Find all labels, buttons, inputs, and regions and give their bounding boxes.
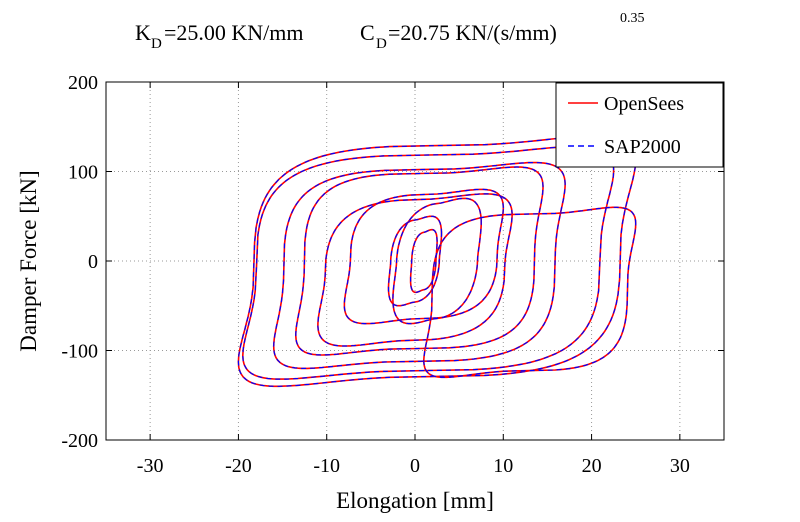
title-k-value: =25.00 KN/mm: [164, 20, 304, 45]
sap2000-loop: [387, 215, 443, 307]
curves: [237, 134, 637, 388]
sap2000-loop: [317, 193, 513, 347]
y-tick-label: -100: [61, 341, 98, 363]
x-axis-label: Elongation [mm]: [336, 488, 494, 513]
title-c-value: =20.75 KN/(s/mm): [388, 20, 557, 45]
title-c-exponent: 0.35: [620, 11, 645, 26]
sap2000-loop: [423, 206, 637, 378]
legend-label-opensees: OpenSees: [604, 93, 684, 115]
opensees-loop: [343, 188, 505, 325]
y-tick-label: 100: [68, 162, 98, 184]
x-tick-label: 10: [493, 455, 513, 477]
opensees-loop: [272, 161, 566, 370]
sap2000-loop: [295, 166, 544, 356]
legend: OpenSees SAP2000: [555, 82, 724, 168]
y-tick-label: 200: [68, 72, 98, 94]
sap2000-loop: [273, 162, 566, 369]
chart-title: K D =25.00 KN/mm C D =20.75 KN/(s/mm) 0.…: [135, 11, 645, 52]
title-k-subscript: D: [151, 36, 162, 52]
y-tick-label: 0: [88, 251, 98, 273]
sap2000-loop: [242, 145, 615, 380]
y-axis-label: Damper Force [kN]: [16, 170, 41, 351]
sap2000-loop: [237, 135, 637, 387]
y-tick-label: -200: [61, 430, 98, 452]
x-tick-label: -10: [313, 455, 340, 477]
opensees-loop: [241, 145, 615, 380]
sap2000-loop: [392, 197, 482, 325]
title-c-symbol: C: [360, 20, 375, 45]
legend-box: [555, 82, 724, 168]
x-tick-label: 30: [670, 455, 690, 477]
x-tick-label: -30: [137, 455, 164, 477]
opensees-loop: [423, 206, 637, 379]
x-tick-label: -20: [225, 455, 252, 477]
title-c-subscript: D: [376, 36, 387, 52]
title-k-symbol: K: [135, 20, 151, 45]
x-tick-label: 20: [582, 455, 602, 477]
x-tick-label: 0: [410, 455, 420, 477]
legend-label-sap2000: SAP2000: [604, 136, 681, 158]
